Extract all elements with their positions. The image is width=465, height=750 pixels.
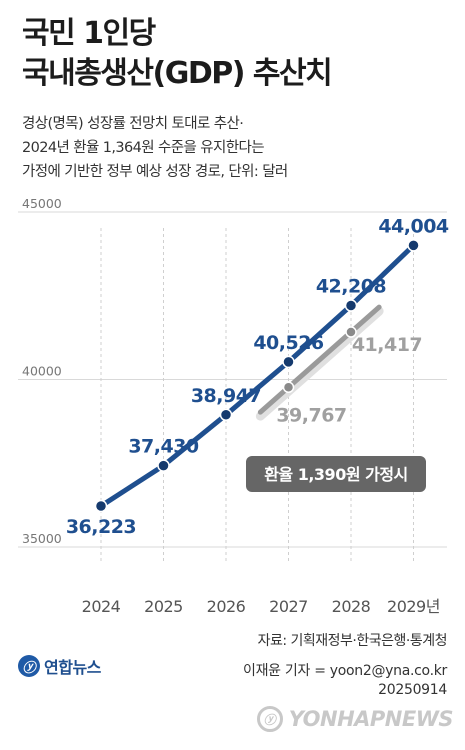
data-point-main <box>344 299 358 312</box>
data-label-main: 36,223 <box>66 516 136 538</box>
yonhap-logo: ⓨ 연합뉴스 <box>18 654 101 678</box>
watermark-logo-icon: ⓨ <box>256 706 283 732</box>
x-tick-label: 2024 <box>82 597 121 616</box>
y-tick-label: 35000 <box>22 531 62 546</box>
series-line-alt <box>257 304 382 415</box>
watermark-text: YONHAPNEWS <box>288 707 454 731</box>
yonhap-logo-text: 연합뉴스 <box>44 658 101 677</box>
annotation-label: 환율 1,390원 가정시 <box>264 465 408 484</box>
subtitle-line-3: 가정에 기반한 정부 예상 성장 경로, 단위: 달러 <box>22 164 288 180</box>
data-point-alt <box>345 326 357 338</box>
credit-date: 20250914 <box>378 682 447 698</box>
data-label-main: 37,430 <box>128 436 199 458</box>
x-tick-label: 2029년 <box>387 597 440 616</box>
yonhap-logo-icon: ⓨ <box>18 655 40 677</box>
data-source: 자료: 기획재정부·한국은행·통계청 <box>257 633 448 649</box>
x-tick-label: 2025 <box>144 597 183 616</box>
x-tick-label: 2026 <box>207 597 246 616</box>
data-label-alt: 41,417 <box>352 334 422 356</box>
title-line-2: 국내총생산(GDP) 추산치 <box>22 56 333 91</box>
x-tick-label: 2028 <box>332 597 371 616</box>
data-label-main: 42,208 <box>316 276 387 298</box>
series-line-main <box>98 242 416 509</box>
data-point-main <box>157 459 170 472</box>
data-point-main <box>94 499 108 513</box>
data-point-main <box>219 408 233 422</box>
data-point-alt <box>282 381 295 394</box>
chart-title: 국민 1인당 국내총생산(GDP) 추산치 <box>22 14 333 94</box>
x-tick-label: 2027 <box>269 597 308 616</box>
data-label-main: 40,526 <box>253 332 324 354</box>
series-band-alt <box>255 306 384 421</box>
data-label-main: 38,947 <box>191 385 261 407</box>
y-tick-label: 45000 <box>22 196 62 211</box>
data-label-alt: 39,767 <box>276 404 346 426</box>
data-point-main <box>407 239 420 252</box>
data-label-main: 44,004 <box>378 215 449 237</box>
chart-subtitle: 경상(명목) 성장률 전망치 토대로 추산· 2024년 환율 1,364원 수… <box>22 112 288 184</box>
credit-author: 이재윤 기자 = yoon2@yna.co.kr <box>243 663 447 679</box>
annotation-box <box>246 456 426 492</box>
subtitle-line-1: 경상(명목) 성장률 전망치 토대로 추산· <box>22 116 244 132</box>
title-line-1: 국민 1인당 <box>22 16 156 51</box>
yonhap-watermark: ⓨ YONHAPNEWS <box>256 706 454 732</box>
credit: 이재윤 기자 = yoon2@yna.co.kr 20250914 <box>243 662 447 700</box>
data-point-main <box>282 355 295 369</box>
y-tick-label: 40000 <box>22 364 62 379</box>
subtitle-line-2: 2024년 환율 1,364원 수준을 유지한다는 <box>22 140 265 156</box>
